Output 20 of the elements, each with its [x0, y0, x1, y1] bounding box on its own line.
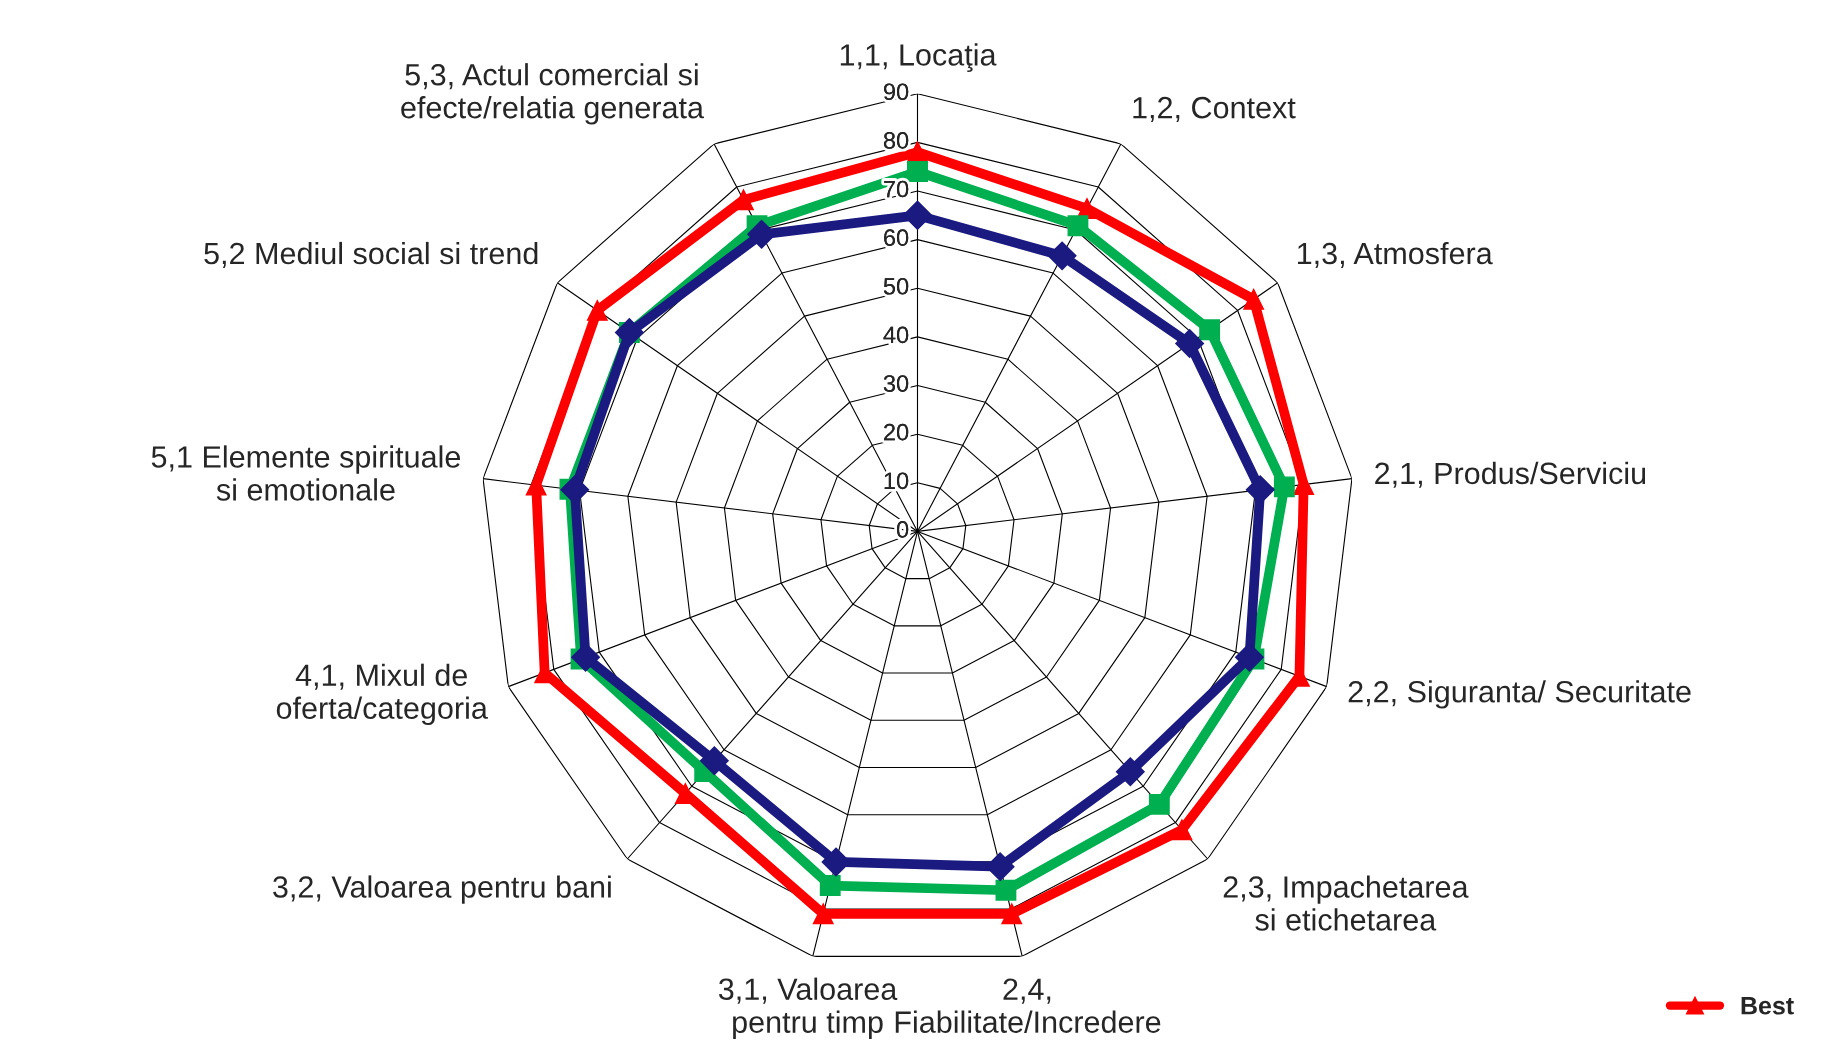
spoke-label: 5,2 Mediul social si trend: [204, 241, 538, 268]
spoke-label: 1,3, Atmosfera: [1298, 241, 1493, 268]
spoke-label: 4,1, Mixul de oferta/categoria: [276, 663, 488, 726]
y-tick-label: 60: [884, 229, 909, 246]
spoke-label: 5,3, Actul comercial si efecte/relatia generata: [401, 63, 704, 125]
spoke-label: 2,3, Impachetarea si etichetarea: [1223, 875, 1469, 931]
legend-label: Best: [1741, 997, 1794, 1015]
spoke-label: 5,1 Elemente spirituale si emotionale: [151, 445, 460, 501]
spoke-label: 1,2, Context: [1133, 96, 1296, 123]
y-tick-label: 50: [883, 277, 909, 295]
y-tick-label: 80: [883, 132, 909, 149]
y-tick-label: 20: [884, 423, 909, 441]
spoke-label: 1,1, Locaţia: [840, 43, 997, 72]
y-tick-label: 30: [883, 375, 909, 392]
y-tick-label: 70: [884, 180, 909, 198]
spoke-label: 2,2, Siguranta/ Securitate: [1348, 680, 1691, 709]
spoke-label: 3,2, Valoarea pentru bani: [273, 875, 611, 904]
y-tick-label: 40: [883, 326, 909, 344]
spoke-label: 2,1, Produs/Serviciu: [1375, 461, 1646, 488]
y-tick-label: 90: [884, 83, 909, 101]
